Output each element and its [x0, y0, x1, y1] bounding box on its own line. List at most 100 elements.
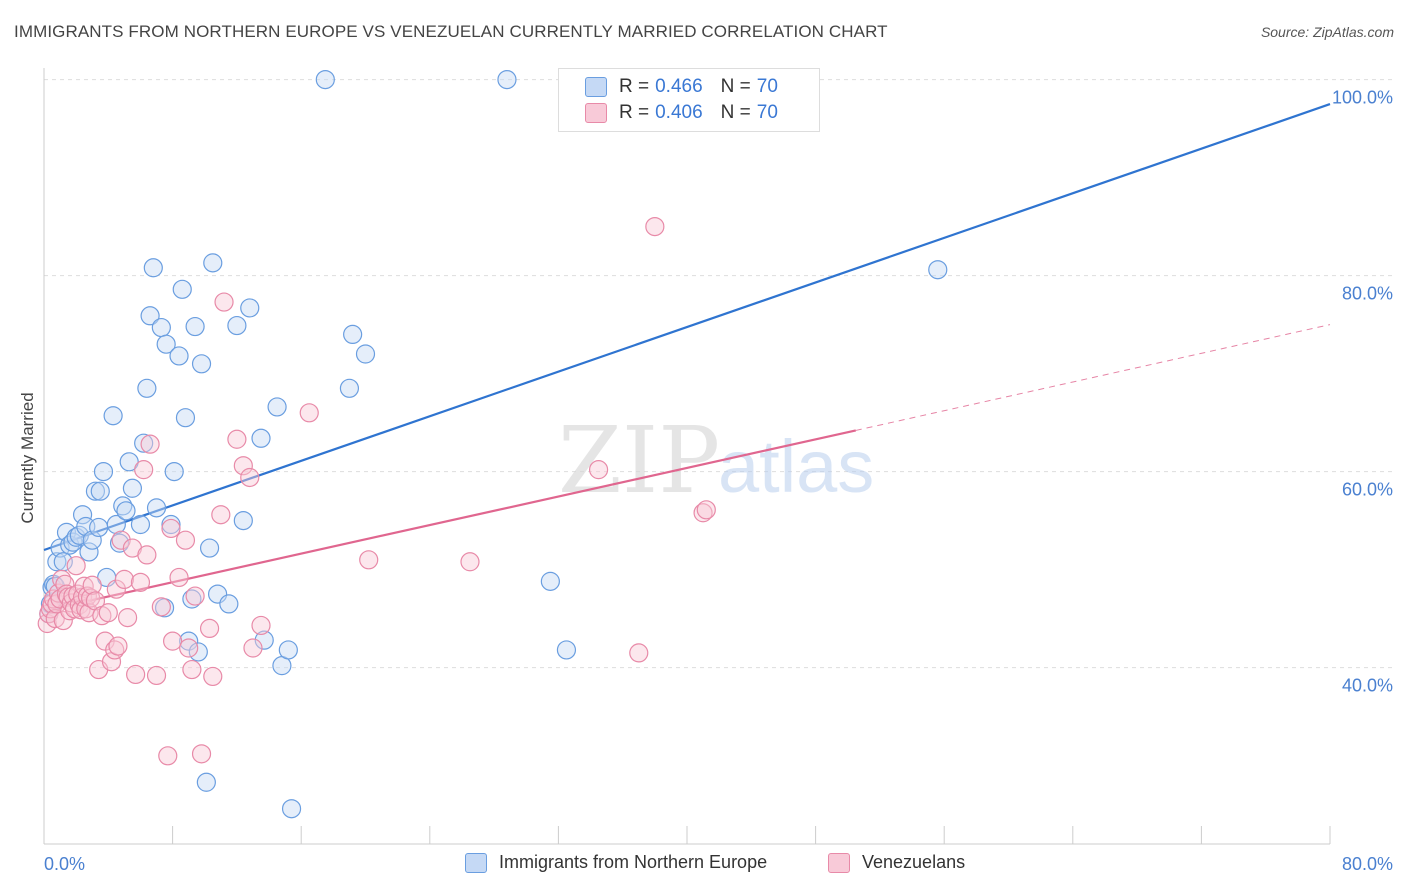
stats-legend: R = 0.466 N = 70 R = 0.406 N = 70 — [558, 68, 820, 132]
point-northern-europe — [182, 589, 202, 609]
data-points — [37, 69, 948, 819]
point-northern-europe — [315, 69, 335, 90]
legend-r-value: 0.466 — [655, 76, 703, 97]
series-legend-label: Immigrants from Northern Europe — [499, 852, 768, 872]
point-venezuelans — [175, 530, 196, 550]
point-venezuelans — [199, 618, 220, 639]
y-tick-label: 60.0% — [1342, 480, 1393, 500]
point-venezuelans — [191, 744, 212, 764]
series-legend: Immigrants from Northern Europe Venezuel… — [0, 852, 1406, 878]
point-venezuelans — [82, 575, 102, 595]
watermark-zip: ZIP — [558, 407, 720, 514]
point-venezuelans — [359, 550, 379, 570]
point-venezuelans — [98, 603, 118, 623]
point-venezuelans — [117, 608, 138, 628]
point-venezuelans — [203, 666, 223, 687]
point-venezuelans — [460, 552, 480, 572]
chart-title: IMMIGRANTS FROM NORTHERN EUROPE VS VENEZ… — [14, 22, 888, 41]
point-northern-europe — [130, 514, 151, 535]
point-northern-europe — [343, 324, 363, 344]
point-northern-europe — [188, 642, 208, 662]
point-venezuelans — [126, 664, 146, 685]
point-northern-europe — [203, 253, 223, 273]
point-northern-europe — [540, 571, 560, 591]
point-northern-europe — [109, 533, 130, 553]
y-axis-label: Currently Married — [18, 392, 37, 523]
point-northern-europe — [254, 630, 274, 650]
point-venezuelans — [227, 429, 247, 449]
point-venezuelans — [299, 403, 319, 423]
point-venezuelans — [111, 530, 131, 550]
point-venezuelans — [629, 643, 649, 663]
point-northern-europe — [199, 538, 220, 558]
point-venezuelans — [137, 545, 157, 565]
point-northern-europe — [122, 478, 143, 498]
point-northern-europe — [233, 510, 253, 531]
series-swatch-blue — [465, 852, 487, 873]
point-venezuelans — [182, 659, 202, 680]
series-legend-label: Venezuelans — [862, 852, 966, 872]
point-northern-europe — [89, 517, 109, 538]
point-northern-europe — [191, 354, 212, 374]
point-venezuelans — [169, 567, 189, 588]
point-venezuelans — [114, 569, 134, 590]
point-northern-europe — [85, 481, 106, 501]
point-northern-europe — [134, 433, 154, 453]
x-tick-label: 80.0% — [1342, 854, 1393, 874]
point-northern-europe — [281, 799, 302, 819]
point-northern-europe — [227, 315, 247, 336]
point-northern-europe — [278, 640, 298, 660]
point-northern-europe — [103, 406, 123, 426]
point-venezuelans — [233, 456, 253, 476]
source-label: Source: ZipAtlas.com — [1260, 24, 1394, 40]
point-northern-europe — [60, 535, 80, 555]
point-northern-europe — [267, 397, 287, 417]
point-northern-europe — [79, 542, 99, 562]
point-venezuelans — [158, 746, 178, 766]
point-northern-europe — [556, 640, 577, 660]
point-northern-europe — [179, 631, 199, 651]
legend-swatch-pink — [585, 103, 607, 123]
point-venezuelans — [151, 597, 171, 617]
legend-r-label: R = — [619, 102, 650, 123]
watermark-atlas: atlas — [718, 425, 874, 508]
point-northern-europe — [355, 344, 376, 364]
point-northern-europe — [169, 346, 189, 366]
point-venezuelans — [163, 631, 183, 651]
trend-line-venezuelans — [43, 429, 857, 612]
point-northern-europe — [172, 279, 192, 299]
trend-line-venezuelans-extension — [855, 324, 1331, 431]
point-northern-europe — [240, 298, 260, 318]
point-venezuelans — [66, 556, 86, 576]
legend-r-label: R = — [619, 76, 650, 97]
point-venezuelans — [693, 503, 713, 523]
point-northern-europe — [196, 772, 216, 792]
legend-row-pink: R = 0.406 N = 70 — [585, 101, 778, 125]
y-tick-label: 80.0% — [1342, 284, 1393, 304]
series-legend-item-venezuelans: Venezuelans — [828, 852, 965, 873]
point-northern-europe — [339, 378, 360, 398]
legend-n-label: N = — [720, 102, 751, 123]
legend-n-value: 70 — [756, 76, 778, 97]
legend-n-label: N = — [720, 76, 751, 97]
point-venezuelans — [179, 638, 199, 658]
point-northern-europe — [143, 258, 163, 278]
point-venezuelans — [53, 610, 73, 631]
point-venezuelans — [696, 500, 716, 520]
point-northern-europe — [116, 501, 136, 521]
point-venezuelans — [130, 572, 151, 592]
point-venezuelans — [645, 217, 665, 237]
point-venezuelans — [146, 665, 167, 686]
point-northern-europe — [251, 428, 271, 448]
point-northern-europe — [93, 462, 114, 482]
watermark: ZIP atlas — [558, 407, 874, 514]
point-northern-europe — [90, 481, 110, 501]
point-northern-europe — [137, 378, 157, 398]
point-northern-europe — [156, 334, 176, 354]
grid-lines — [44, 79, 1394, 669]
point-venezuelans — [211, 505, 231, 525]
trend-lines — [43, 103, 1331, 612]
legend-n-value: 70 — [756, 102, 778, 123]
legend-swatch-blue — [585, 77, 607, 97]
